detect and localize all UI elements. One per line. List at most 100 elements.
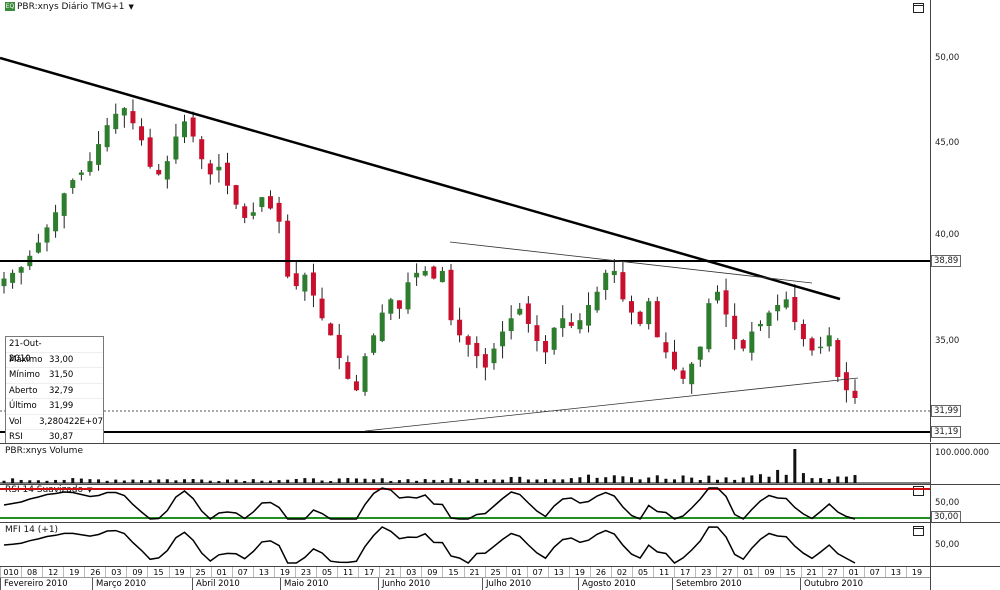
- mfi-chart[interactable]: [0, 523, 930, 566]
- candle-body[interactable]: [689, 363, 695, 385]
- candle-body[interactable]: [96, 144, 102, 165]
- candle-body[interactable]: [396, 300, 402, 309]
- candle-body[interactable]: [646, 301, 652, 325]
- candle-body[interactable]: [242, 206, 248, 218]
- price-axis[interactable]: 50,00 45,00 40,00 35,00 38,89 31,99 31,1…: [930, 0, 1000, 442]
- candle-body[interactable]: [431, 266, 437, 279]
- candle-body[interactable]: [800, 323, 806, 340]
- candle-body[interactable]: [766, 312, 772, 326]
- candle-body[interactable]: [35, 242, 41, 253]
- candle-body[interactable]: [577, 320, 583, 330]
- candle-body[interactable]: [543, 340, 549, 353]
- candle-body[interactable]: [852, 390, 858, 398]
- candle-body[interactable]: [276, 202, 282, 222]
- triangle-lower-line[interactable]: [364, 377, 859, 432]
- candle-body[interactable]: [706, 303, 712, 350]
- candle-body[interactable]: [654, 301, 660, 338]
- candle-body[interactable]: [629, 301, 635, 313]
- candle-body[interactable]: [422, 270, 428, 276]
- price-chart-pane[interactable]: EQ PBR:xnys Diário TMG+1 ▼ 21-Out-2010 Máx…: [0, 0, 930, 446]
- candle-body[interactable]: [362, 356, 368, 392]
- rsi-pane[interactable]: RSI 14 Suavizado▼: [0, 484, 930, 522]
- candle-body[interactable]: [310, 272, 316, 296]
- candle-body[interactable]: [61, 193, 67, 216]
- candle-body[interactable]: [663, 342, 669, 353]
- candle-body[interactable]: [586, 305, 592, 326]
- candle-body[interactable]: [139, 126, 145, 141]
- candle-body[interactable]: [517, 308, 523, 315]
- candle-body[interactable]: [182, 121, 188, 138]
- chart-title[interactable]: EQ PBR:xnys Diário TMG+1 ▼: [5, 2, 134, 12]
- candle-body[interactable]: [680, 370, 686, 379]
- candle-body[interactable]: [560, 318, 566, 329]
- triangle-upper-line[interactable]: [449, 241, 813, 284]
- maximize-pane-button[interactable]: [913, 526, 924, 536]
- candle-body[interactable]: [534, 325, 540, 341]
- candle-body[interactable]: [345, 362, 351, 379]
- candle-body[interactable]: [293, 273, 299, 287]
- candle-body[interactable]: [113, 113, 119, 130]
- candle-body[interactable]: [843, 372, 849, 391]
- date-axis-days[interactable]: 010 08 12 19 26 03 09 15 19 25 01 07 13 19 23 05 11 17 21 0…: [0, 566, 930, 578]
- candle-body[interactable]: [336, 334, 342, 359]
- candle-body[interactable]: [190, 117, 196, 137]
- candle-body[interactable]: [233, 185, 239, 205]
- candle-body[interactable]: [525, 303, 531, 324]
- price-chart[interactable]: [0, 0, 930, 442]
- candle-body[interactable]: [87, 161, 93, 172]
- candle-body[interactable]: [603, 272, 609, 290]
- candle-body[interactable]: [78, 172, 84, 175]
- candle-body[interactable]: [259, 197, 265, 208]
- candle-body[interactable]: [379, 312, 385, 341]
- rsi-chart[interactable]: [0, 485, 930, 522]
- candle-body[interactable]: [474, 342, 480, 357]
- candle-body[interactable]: [818, 346, 824, 349]
- candle-body[interactable]: [1, 278, 7, 287]
- candle-body[interactable]: [164, 161, 170, 180]
- candle-body[interactable]: [551, 327, 557, 350]
- candle-body[interactable]: [173, 136, 179, 160]
- candle-body[interactable]: [835, 340, 841, 377]
- candle-body[interactable]: [353, 381, 359, 391]
- candle-body[interactable]: [302, 274, 308, 292]
- mfi-pane[interactable]: MFI 14 (+1): [0, 522, 930, 566]
- candle-body[interactable]: [826, 335, 832, 347]
- candle-body[interactable]: [53, 212, 59, 232]
- candle-body[interactable]: [319, 298, 325, 319]
- candle-body[interactable]: [156, 169, 162, 175]
- candle-body[interactable]: [285, 220, 291, 277]
- candle-body[interactable]: [267, 196, 273, 209]
- candle-body[interactable]: [104, 125, 110, 148]
- candle-body[interactable]: [388, 299, 394, 314]
- candle-body[interactable]: [671, 351, 677, 370]
- candle-body[interactable]: [199, 139, 205, 160]
- volume-pane[interactable]: PBR:xnys Volume: [0, 443, 930, 484]
- candle-body[interactable]: [224, 162, 230, 186]
- candle-body[interactable]: [594, 291, 600, 311]
- candle-body[interactable]: [723, 290, 729, 315]
- candle-body[interactable]: [749, 331, 755, 353]
- candle-body[interactable]: [207, 163, 213, 175]
- candle-body[interactable]: [697, 346, 703, 360]
- candle-body[interactable]: [371, 335, 377, 353]
- candle-body[interactable]: [792, 296, 798, 323]
- candle-body[interactable]: [250, 212, 256, 216]
- candle-body[interactable]: [414, 272, 420, 278]
- candle-body[interactable]: [611, 270, 617, 276]
- candle-body[interactable]: [783, 299, 789, 308]
- dropdown-caret-icon[interactable]: ▼: [128, 3, 134, 11]
- date-axis-months[interactable]: Fevereiro 2010 Março 2010 Abril 2010 Maio 2…: [0, 577, 930, 590]
- candle-body[interactable]: [121, 108, 127, 116]
- candle-body[interactable]: [44, 227, 50, 243]
- candle-body[interactable]: [637, 311, 643, 324]
- candle-body[interactable]: [482, 354, 488, 368]
- candle-body[interactable]: [18, 267, 24, 273]
- candle-body[interactable]: [147, 137, 153, 167]
- candle-body[interactable]: [714, 291, 720, 301]
- candle-body[interactable]: [757, 323, 763, 327]
- candle-body[interactable]: [405, 282, 411, 310]
- downtrend-line[interactable]: [0, 56, 841, 301]
- candle-body[interactable]: [448, 269, 454, 321]
- candle-body[interactable]: [457, 319, 463, 336]
- maximize-pane-button[interactable]: [913, 3, 924, 13]
